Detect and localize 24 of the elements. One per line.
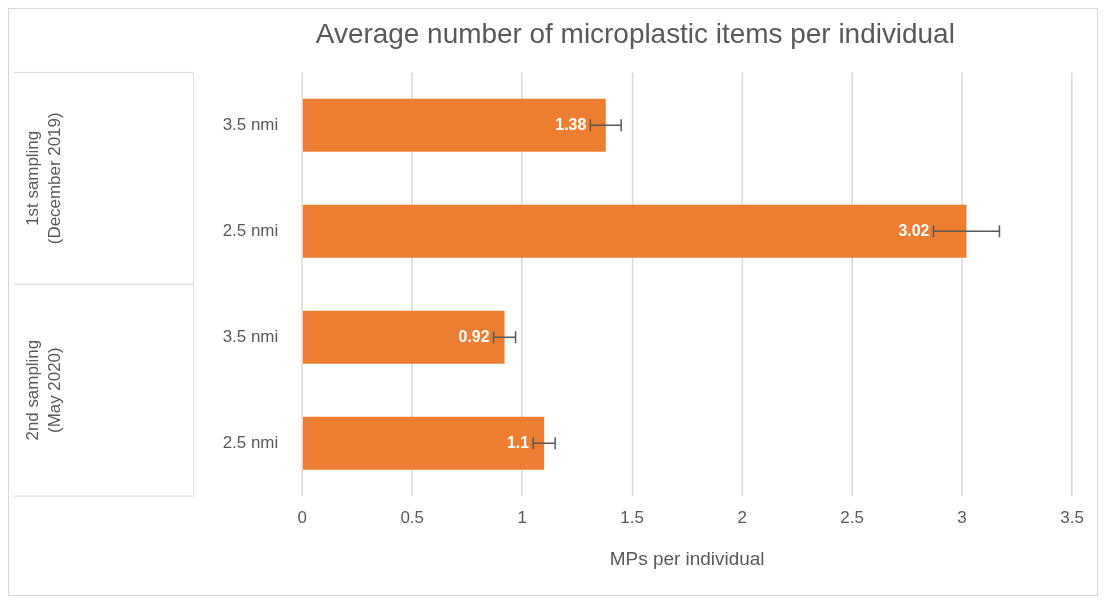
y-tick-label: 2.5 nmi <box>222 432 279 452</box>
chart-title: Average number of microplastic items per individual <box>315 18 955 50</box>
x-tick-label: 0.5 <box>400 507 424 527</box>
x-tick-label: 0 <box>297 507 307 527</box>
data-label: 1.38 <box>555 115 587 133</box>
y-tick-label: 3.5 nmi <box>222 326 279 346</box>
bar <box>302 204 967 258</box>
x-tick-label: 2 <box>737 507 747 527</box>
x-tick-label: 1.5 <box>620 507 644 527</box>
y-tick-label: 2.5 nmi <box>222 220 279 240</box>
x-tick-label: 3 <box>957 507 967 527</box>
data-label: 1.1 <box>506 433 530 451</box>
y-tick-label: 3.5 nmi <box>222 115 279 135</box>
bar <box>302 416 545 470</box>
data-label: 0.92 <box>458 327 490 345</box>
data-label: 3.02 <box>898 221 930 239</box>
x-tick-label: 3.5 <box>1060 507 1084 527</box>
x-axis-title: MPs per individual <box>609 547 765 569</box>
bar <box>302 98 606 152</box>
x-tick-label: 2.5 <box>840 507 864 527</box>
x-tick-label: 1 <box>517 507 527 527</box>
bar <box>302 310 505 364</box>
text: 1st sampling (December 2019) <box>22 112 64 245</box>
text: 2nd sampling (May 2020) <box>22 339 64 441</box>
